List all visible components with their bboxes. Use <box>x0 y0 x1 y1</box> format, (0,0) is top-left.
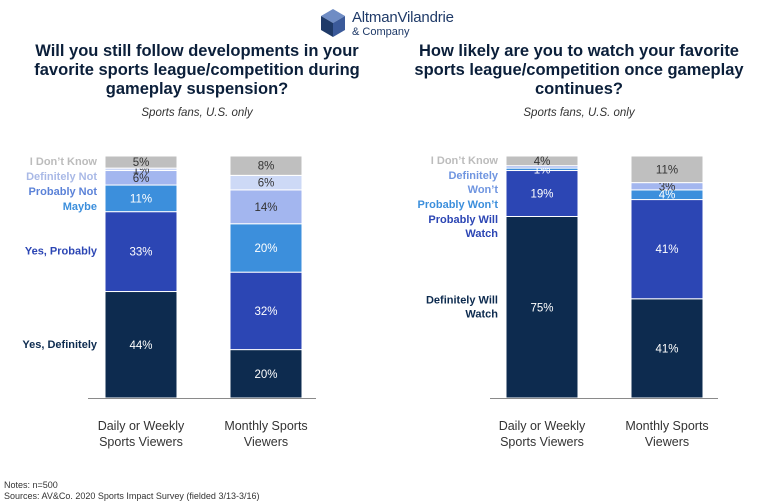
chart-1-bar-1-value-label-6: 5% <box>133 157 150 169</box>
chart-1-bar-1-value-label-1: 44% <box>129 340 152 352</box>
chart-1-legend-label-6-line-1: I Don’t Know <box>30 156 98 168</box>
chart-1-legend-label-2-line-1: Yes, Probably <box>25 246 98 258</box>
chart-1-bar-2-segment-1 <box>229 349 303 399</box>
chart-2-bar-1-segment-1 <box>505 216 579 399</box>
chart-1-bar-2-segment-6 <box>229 155 303 176</box>
chart-1-bar-2-segment-3 <box>229 223 303 273</box>
chart-1-bar-1-value-label-3: 11% <box>130 193 152 205</box>
chart-2-bar-1-value-label-2: 19% <box>530 189 553 201</box>
chart-1-category-label-1-line-1: Daily or Weekly <box>98 419 185 433</box>
chart-2-legend-label-2-line-1: Probably Will <box>428 214 498 226</box>
chart-1-category-label-1-line-2: Sports Viewers <box>99 435 183 449</box>
chart-2-bar-1-segment-5 <box>505 155 579 167</box>
chart-2-category-label-1-line-2: Sports Viewers <box>500 435 584 449</box>
chart-2-bar-2-value-label-3: 4% <box>659 190 676 202</box>
chart-1-legend-label-1-line-1: Yes, Definitely <box>22 339 97 351</box>
chart-1-bar-2-value-label-4: 14% <box>254 202 277 214</box>
chart-2-category-label-2-line-1: Monthly Sports <box>625 419 708 433</box>
chart-1-bar-2-segment-2 <box>229 271 303 351</box>
chart-2-legend-label-2-line-2: Watch <box>465 228 498 240</box>
chart-2-bar-2-value-label-1: 41% <box>655 343 678 355</box>
chart-2-bar-2-value-label-5: 11% <box>656 164 678 176</box>
chart-1-bar-2-value-label-5: 6% <box>258 178 275 190</box>
logo-cube-icon <box>321 9 345 37</box>
notes-text: Notes: n=500 <box>4 480 58 490</box>
chart-2-category-label-1-line-1: Daily or Weekly <box>499 419 586 433</box>
chart-1-legend-label-4-line-1: Probably Not <box>29 186 98 198</box>
chart-2-legend-label-4-line-2: Won’t <box>468 184 499 196</box>
chart-2-legend-label-4-line-1: Definitely <box>448 170 498 182</box>
chart-2-title: How likely are you to watch your favorit… <box>414 42 744 98</box>
chart-2-bar-2-value-label-4: 3% <box>659 181 676 193</box>
chart-2-bar-1-segment-2 <box>505 170 579 218</box>
chart-2-bar-1-value-label-5: 4% <box>534 156 551 168</box>
chart-1-bar-2-value-label-3: 20% <box>254 243 277 255</box>
chart-1-bar-1-segment-1 <box>104 291 178 399</box>
chart-2-category-label-2-line-2: Viewers <box>645 435 689 449</box>
chart-1-bar-1-segment-2 <box>104 211 178 293</box>
sources-text: Sources: AV&Co. 2020 Sports Impact Surve… <box>4 491 260 501</box>
chart-2-bar-2-segment-1 <box>630 298 704 399</box>
chart-1-bar-2-value-label-2: 32% <box>254 306 277 318</box>
chart-2-legend-label-1-line-2: Watch <box>465 308 498 320</box>
chart-2-legend-label-1-line-1: Definitely Will <box>426 294 498 306</box>
chart-2-bar-1-value-label-1: 75% <box>530 302 553 314</box>
chart-2-bar-2-segment-5 <box>630 155 704 184</box>
chart-1-bar-2-value-label-1: 20% <box>254 369 277 381</box>
brand-subname: & Company <box>352 26 410 38</box>
chart-1-category-label-2-line-1: Monthly Sports <box>224 419 307 433</box>
chart-2-subtitle: Sports fans, U.S. only <box>523 107 635 119</box>
chart-1-bar-1-value-label-2: 33% <box>129 247 152 259</box>
chart-2-bar-2-value-label-2: 41% <box>655 244 678 256</box>
chart-1-title: Will you still follow developments in yo… <box>34 42 360 98</box>
chart-1-legend-label-3-line-1: Maybe <box>63 201 97 213</box>
chart-1-bar-1-segment-6 <box>104 155 178 169</box>
chart-1-subtitle: Sports fans, U.S. only <box>141 107 253 119</box>
chart-2-legend-label-5-line-1: I Don’t Know <box>431 155 499 167</box>
chart-1-bar-1-segment-3 <box>104 184 178 213</box>
chart-1-category-label-2-line-2: Viewers <box>244 435 288 449</box>
chart-1-bar-2-value-label-6: 8% <box>258 161 275 173</box>
chart-2-legend-label-3-line-1: Probably Won’t <box>418 199 499 211</box>
chart-1-legend-label-5-line-1: Definitely Not <box>26 171 97 183</box>
brand-logo: AltmanVilandrie & Company <box>318 8 458 38</box>
chart-1-bar-2-segment-4 <box>229 189 303 225</box>
brand-name: AltmanVilandrie <box>352 9 454 26</box>
chart-1-bar-1-value-label-4: 6% <box>133 173 150 185</box>
